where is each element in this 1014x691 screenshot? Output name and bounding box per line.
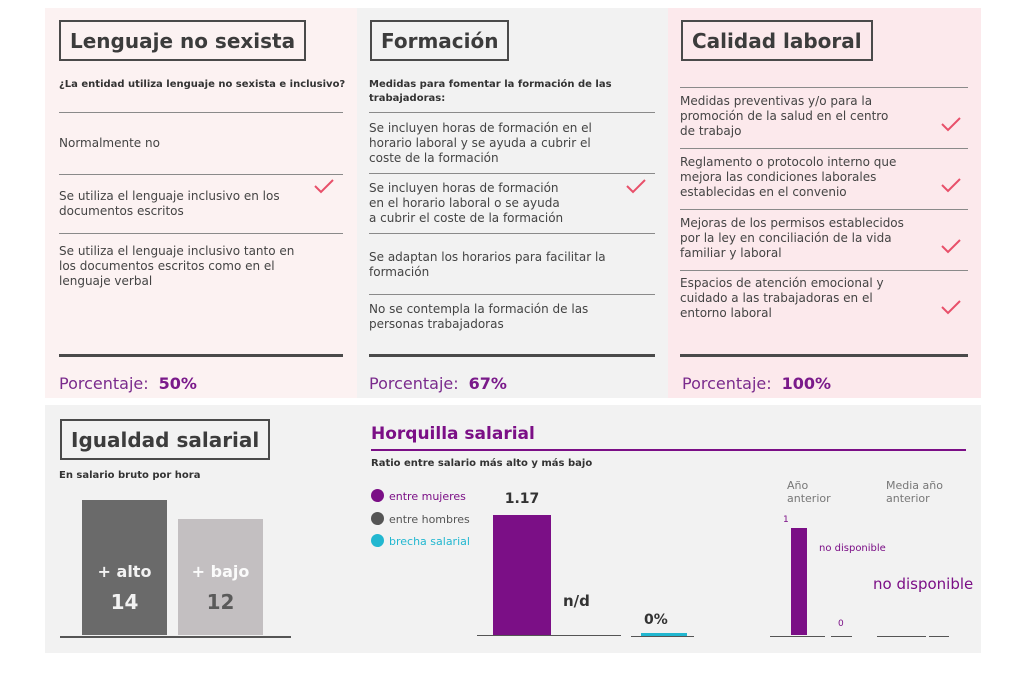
anio-anterior-label: Año anterior [787,479,831,505]
media-no-disponible: no disponible [873,575,974,593]
formacion-panel: Formación Medidas para fomentar la forma… [357,8,668,398]
lenguaje-option-1: Normalmente no [59,136,160,150]
prev-value-1: 1 [783,515,789,525]
formacion-percentage: Porcentaje: 67% [369,374,507,393]
formacion-option-2: Se incluyen horas de formación en el hor… [369,181,564,225]
formacion-option-1: Se incluyen horas de formación en el hor… [369,121,592,165]
formacion-title: Formación [370,20,510,61]
lenguaje-question: ¿La entidad utiliza lenguaje no sexista … [59,79,346,90]
bar-bajo: + bajo 12 [178,519,263,635]
bar-prev-mujeres [791,528,807,635]
formacion-option-4: No se contempla la formación de las pers… [369,302,589,331]
horquilla-subtitle: Ratio entre salario más alto y más bajo [371,458,593,469]
check-icon [941,117,961,132]
formacion-question: Medidas para fomentar la formación de la… [369,79,612,104]
prev-no-disponible: no disponible [819,543,886,554]
check-icon [941,178,961,193]
brecha-value: 0% [644,612,668,628]
mujeres-value: 1.17 [504,491,540,507]
formacion-option-3: Se adaptan los horarios para facilitar l… [369,250,606,279]
bar-brecha [641,633,687,637]
check-icon [314,179,334,194]
check-icon [626,179,646,194]
calidad-title: Calidad laboral [681,20,873,61]
igualdad-subtitle: En salario bruto por hora [59,470,201,481]
legend-brecha: brecha salarial [371,534,470,548]
legend-mujeres: entre mujeres [371,489,466,503]
bar-alto: + alto 14 [82,500,167,635]
lenguaje-percentage: Porcentaje: 50% [59,374,197,393]
calidad-option-1: Medidas preventivas y/o para la promoció… [680,94,889,138]
calidad-option-2: Reglamento o protocolo interno que mejor… [680,155,897,199]
check-icon [941,300,961,315]
calidad-percentage: Porcentaje: 100% [682,374,832,393]
igualdad-title: Igualdad salarial [60,419,271,460]
calidad-panel: Calidad laboral Medidas preventivas y/o … [668,8,981,398]
prev-value-0: 0 [838,619,844,629]
media-anio-anterior-label: Media año anterior [886,479,943,505]
bar-bajo-label: + bajo [191,562,250,581]
legend-hombres: entre hombres [371,512,470,526]
lenguaje-option-3: Se utiliza el lenguaje inclusivo tanto e… [59,244,295,288]
bar-alto-label: + alto [97,562,152,581]
salarial-panel: Igualdad salarial En salario bruto por h… [45,405,981,653]
bar-bajo-value: 12 [206,590,235,614]
horquilla-title: Horquilla salarial [371,424,535,444]
calidad-option-4: Espacios de atención emocional y cuidado… [680,276,884,320]
lenguaje-option-2: Se utiliza el lenguaje inclusivo en los … [59,189,280,218]
lenguaje-panel: Lenguaje no sexista ¿La entidad utiliza … [45,8,357,398]
bar-mujeres [493,515,551,635]
bar-alto-value: 14 [110,590,139,614]
lenguaje-title: Lenguaje no sexista [59,20,307,61]
check-icon [941,239,961,254]
hombres-value: n/d [563,592,590,610]
calidad-option-3: Mejoras de los permisos establecidos por… [680,216,904,260]
